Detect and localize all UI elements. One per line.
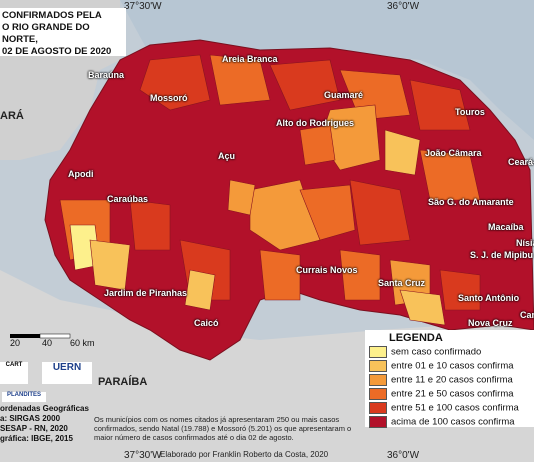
region-west-label: ARÁ — [0, 110, 24, 122]
city-label: Açu — [218, 151, 236, 161]
scale-tick: 60 km — [70, 338, 95, 348]
legend-item: acima de 100 casos confirma — [369, 416, 515, 428]
legend-label: entre 01 e 10 casos confirma — [391, 360, 514, 372]
legend-swatch — [369, 360, 387, 372]
title-line-2: O RIO GRANDE DO NORTE, — [2, 22, 90, 45]
city-label: Can — [520, 310, 534, 320]
coord-top-right: 36°0'W — [387, 1, 420, 12]
logo-uern: UERN — [42, 362, 92, 384]
city-label: Guamaré — [324, 90, 364, 100]
logo-cart-text: CART — [5, 362, 23, 368]
credit-line: a: SIRGAS 2000 — [0, 414, 61, 423]
footnote: Os municípios com os nomes citados já ap… — [94, 415, 352, 442]
scale-bar: 20 40 60 km — [0, 332, 100, 348]
city-label: Areia Branca — [222, 54, 278, 64]
logo-uern-text: UERN — [52, 362, 82, 373]
legend-label: entre 21 e 50 casos confirma — [391, 388, 514, 400]
credits: ordenadas Geográficas a: SIRGAS 2000 SES… — [0, 404, 94, 444]
legend-swatch — [369, 388, 387, 400]
city-label: Ceará- — [508, 157, 534, 167]
credit-line: gráfica: IBGE, 2015 — [0, 434, 73, 443]
scale-bar-graphic — [10, 333, 71, 339]
logo-cart: CART — [0, 362, 28, 384]
city-label: Mossoró — [150, 93, 188, 103]
author-credit: Elaborado por Franklin Roberto da Costa,… — [160, 450, 329, 459]
credit-line: ordenadas Geográficas — [0, 404, 89, 413]
legend-item: sem caso confirmado — [369, 346, 481, 358]
legend-swatch — [369, 402, 387, 414]
logo-plandites-text: PLANDITES — [6, 392, 41, 398]
coord-bottom-right: 36°0'W — [387, 450, 420, 461]
logo-plandites: PLANDITES — [2, 392, 46, 402]
legend: LEGENDA sem caso confirmado entre 01 e 1… — [365, 330, 534, 428]
title-line-3: 02 DE AGOSTO DE 2020 — [2, 46, 112, 57]
city-label: Jardim de Piranhas — [104, 288, 188, 298]
city-label: Baraúna — [88, 70, 125, 80]
legend-item: entre 51 e 100 casos confirma — [369, 402, 519, 414]
city-label: Nísia — [516, 238, 534, 248]
legend-label: entre 51 e 100 casos confirma — [391, 402, 519, 414]
city-label: S. J. de Mipibu — [470, 250, 534, 260]
city-label: Nova Cruz — [468, 318, 513, 328]
title-line-1: CONFIRMADOS PELA — [2, 10, 102, 21]
city-label: Macaíba — [488, 222, 524, 232]
legend-swatch — [369, 374, 387, 386]
city-label: Santo Antônio — [458, 293, 520, 303]
legend-title: LEGENDA — [389, 332, 443, 344]
city-label: Apodi — [68, 169, 94, 179]
legend-label: sem caso confirmado — [391, 346, 482, 358]
region-south-label: PARAÍBA — [98, 376, 148, 388]
city-label: Currais Novos — [296, 265, 358, 275]
legend-swatch — [369, 416, 387, 428]
city-label: Touros — [455, 107, 485, 117]
legend-swatch — [369, 346, 387, 358]
city-label: Caicó — [194, 318, 219, 328]
credit-line: SESAP - RN, 2020 — [0, 424, 68, 433]
coord-bottom-left: 37°30'W — [124, 450, 162, 461]
city-label: Alto do Rodrigues — [276, 118, 354, 128]
scale-tick: 20 — [10, 338, 21, 348]
city-label: João Câmara — [425, 148, 482, 158]
city-label: São G. do Amarante — [428, 197, 514, 207]
legend-item: entre 01 e 10 casos confirma — [369, 360, 514, 372]
legend-label: acima de 100 casos confirma — [391, 416, 515, 428]
scale-tick: 40 — [42, 338, 53, 348]
legend-item: entre 11 e 20 casos confirma — [369, 374, 513, 386]
coord-top-left: 37°30'W — [124, 1, 162, 12]
legend-item: entre 21 e 50 casos confirma — [369, 388, 514, 400]
map-title: CONFIRMADOS PELA O RIO GRANDE DO NORTE, … — [0, 8, 126, 57]
legend-label: entre 11 e 20 casos confirma — [391, 374, 513, 386]
city-label: Santa Cruz — [378, 278, 426, 288]
city-label: Caraúbas — [107, 194, 149, 204]
